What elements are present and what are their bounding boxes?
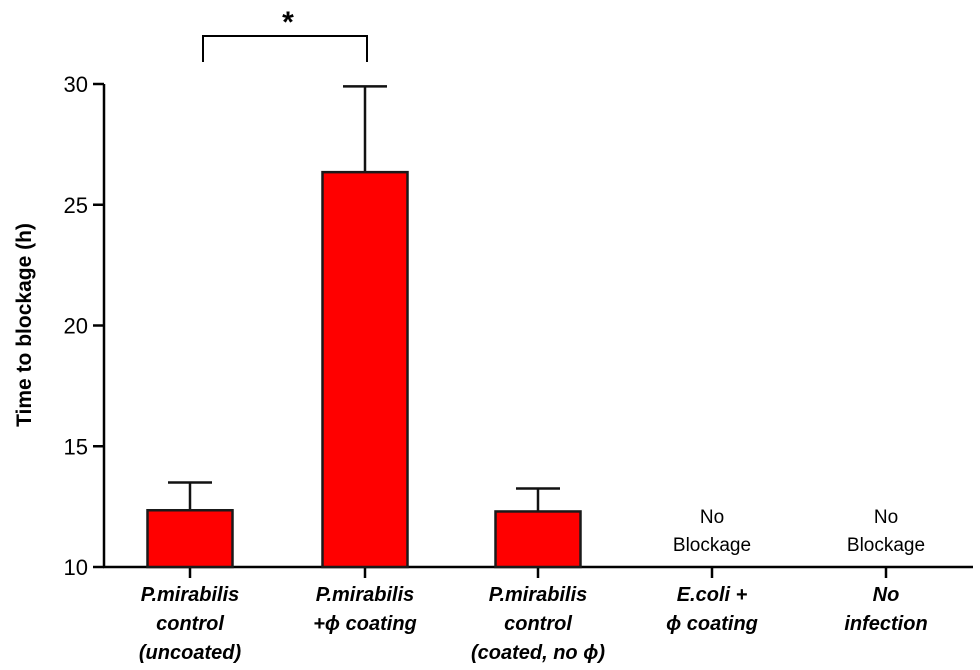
x-tick-label: P.mirabilis control (coated, no ϕ): [471, 584, 605, 664]
bar: [146, 508, 234, 569]
no-blockage-label: No Blockage: [847, 507, 925, 556]
bars: [146, 85, 582, 569]
x-tick-label: P.mirabilis +ϕ coating: [313, 584, 417, 635]
bar: [321, 170, 409, 569]
y-tick-label: 20: [64, 314, 88, 339]
x-tick-label: No infection: [844, 584, 927, 635]
bar: [494, 510, 582, 569]
annotations: No Blockage No Blockage: [673, 507, 925, 556]
y-tick-label: 10: [64, 555, 88, 580]
y-axis: 10 15 20 25 30: [64, 72, 106, 580]
significance-asterisk: *: [282, 6, 294, 39]
y-tick-label: 30: [64, 72, 88, 97]
significance-bracket: *: [202, 6, 368, 62]
bracket-line: [202, 35, 368, 62]
x-axis: P.mirabilis control (uncoated) P.mirabilis +…: [103, 565, 973, 664]
x-tick-label: P.mirabilis control (uncoated): [139, 584, 242, 664]
x-tick-label: E.coli + ϕ coating: [666, 584, 758, 635]
y-tick-label: 25: [64, 193, 88, 218]
y-axis-label: Time to blockage (h): [13, 223, 36, 427]
no-blockage-label: No Blockage: [673, 507, 751, 556]
y-tick-label: 15: [64, 434, 88, 459]
